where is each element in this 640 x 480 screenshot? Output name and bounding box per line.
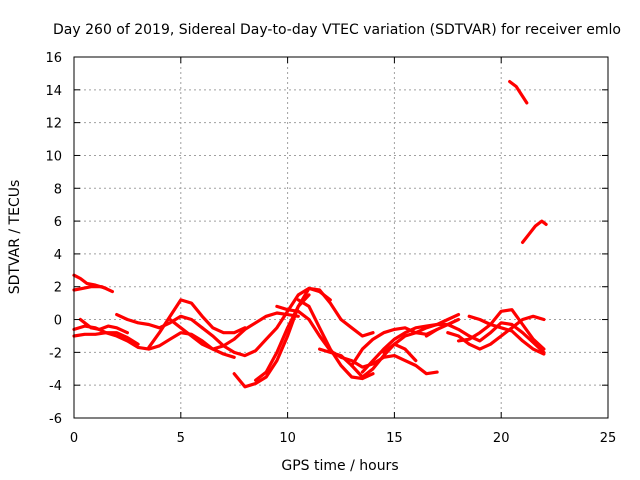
y-tick-label: 14: [45, 84, 62, 99]
series-track-16: [360, 317, 461, 374]
y-tick-label: 10: [45, 149, 62, 164]
y-axis-label: SDTVAR / TECUs: [7, 180, 23, 295]
series-track-23: [520, 219, 548, 244]
series-track-7: [147, 298, 247, 349]
y-tick-label: -6: [49, 412, 62, 427]
series-track-11: [254, 286, 375, 382]
y-tick-label: 4: [54, 248, 62, 263]
x-tick-label: 5: [177, 431, 185, 446]
series-track-21: [467, 314, 546, 356]
series-track-14: [318, 342, 418, 379]
y-tick-label: 2: [54, 281, 62, 296]
series-track-8: [168, 311, 300, 351]
x-tick-label: 25: [600, 431, 617, 446]
series-track-6: [115, 313, 204, 330]
x-tick-label: 10: [279, 431, 296, 446]
series-track-4: [72, 331, 140, 346]
y-tick-label: 0: [54, 314, 62, 329]
series-track-12: [275, 304, 439, 376]
series-track-5: [78, 317, 130, 335]
x-axis-label: GPS time / hours: [281, 458, 398, 474]
chart-title: Day 260 of 2019, Sidereal Day-to-day VTE…: [53, 22, 621, 38]
data-series: [72, 79, 548, 389]
y-tick-label: 12: [45, 117, 62, 132]
plot-frame: [73, 56, 609, 419]
x-tick-label: 20: [493, 431, 510, 446]
x-axis-ticks: 0 5 10 15 20 25: [70, 57, 616, 446]
series-track-20: [456, 308, 546, 351]
y-tick-label: -4: [49, 379, 62, 394]
series-track-22: [508, 79, 529, 105]
x-tick-label: 15: [386, 431, 403, 446]
y-tick-label: 16: [45, 51, 62, 66]
series-track-18: [424, 321, 546, 354]
x-tick-label: 0: [70, 431, 78, 446]
y-axis-ticks: -6 -4 -2 0 2 4 6 8 10 12 14 16: [45, 51, 608, 427]
y-tick-label: 6: [54, 215, 62, 230]
y-tick-label: 8: [54, 182, 62, 197]
series-track-2: [72, 285, 115, 294]
series-track-13: [296, 298, 375, 381]
series-track-17: [382, 313, 461, 354]
series-track-15: [350, 326, 439, 368]
y-tick-label: -2: [49, 346, 62, 361]
